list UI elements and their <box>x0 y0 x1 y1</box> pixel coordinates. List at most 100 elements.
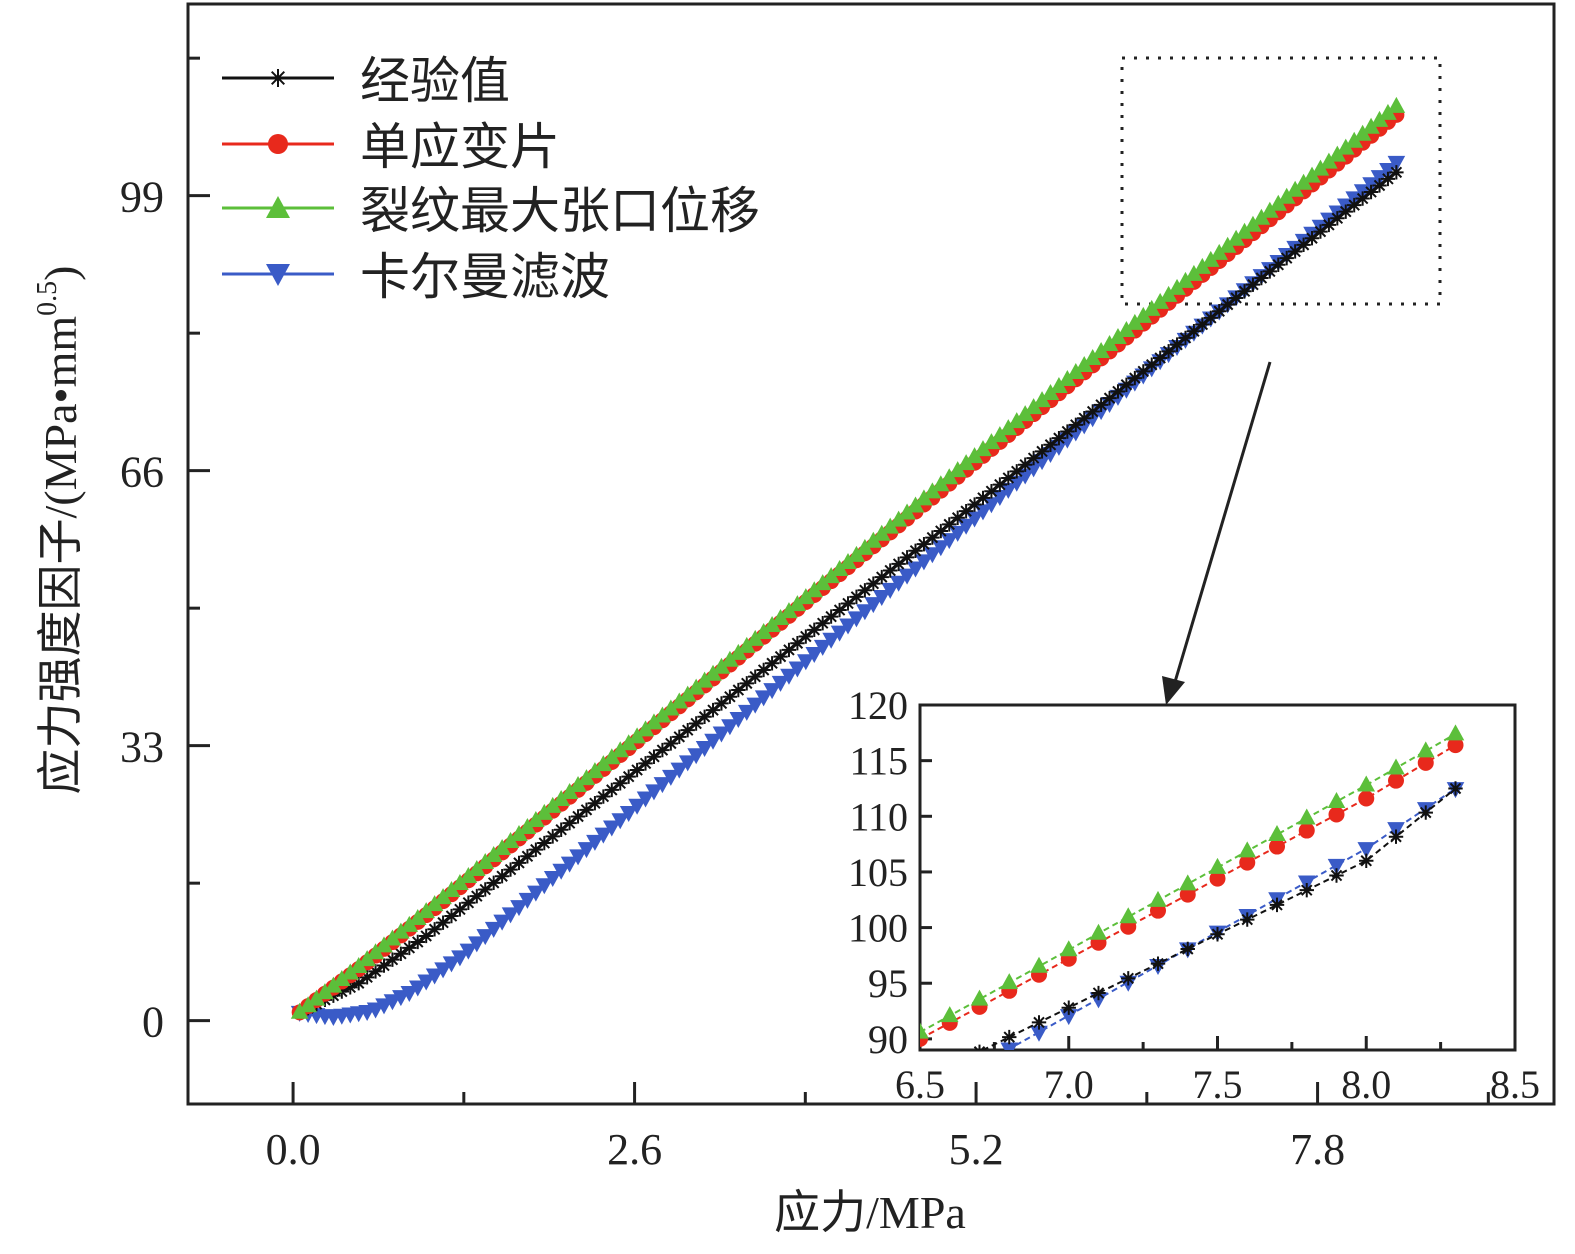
point-crack-opening-17 <box>434 888 452 905</box>
point-crack-opening-112 <box>1235 222 1254 239</box>
point-empirical-86 <box>1017 457 1033 472</box>
point-crack-opening-27 <box>518 817 537 834</box>
point-empirical-35 <box>587 795 603 811</box>
point-crack-opening-3 <box>316 983 334 1000</box>
point-crack-opening-90 <box>1050 377 1068 394</box>
zoom-arrow-head <box>1162 676 1185 705</box>
point-crack-opening-106 <box>1185 264 1203 281</box>
point-empirical-38 <box>613 776 628 791</box>
inset-x-tick-label-4: 8.5 <box>1490 1062 1540 1107</box>
point-empirical-127 <box>1363 184 1379 200</box>
legend-label-single-strain-gauge: 单应变片 <box>360 119 560 175</box>
point-empirical-68 <box>866 576 881 591</box>
inset-plot-area <box>920 724 1465 1050</box>
point-crack-opening-122 <box>1320 152 1338 169</box>
inset-point-empirical-13 <box>1299 882 1314 898</box>
point-kalman-38 <box>611 813 630 830</box>
point-crack-opening-70 <box>881 517 899 534</box>
inset-point-crack-opening-4 <box>1030 956 1048 973</box>
point-kalman-74 <box>915 554 933 571</box>
inset-point-crack-opening-15 <box>1357 775 1376 792</box>
point-crack-opening-0 <box>290 1002 309 1019</box>
point-crack-opening-10 <box>375 936 393 953</box>
point-empirical-70 <box>882 563 898 578</box>
point-crack-opening-9 <box>366 943 385 960</box>
point-crack-opening-114 <box>1252 208 1271 225</box>
point-kalman-71 <box>889 575 908 592</box>
point-kalman-37 <box>602 820 621 837</box>
point-kalman-32 <box>560 856 579 873</box>
axis-ticks: 0.0 2.6 5.2 7.8 0 33 66 99 <box>120 56 1490 1174</box>
point-empirical-87 <box>1026 450 1041 466</box>
point-crack-opening-25 <box>501 831 520 848</box>
point-crack-opening-51 <box>721 650 739 667</box>
legend-marker-crack-opening <box>266 196 290 218</box>
inset-series-layer <box>920 724 1465 1050</box>
point-crack-opening-13 <box>400 915 419 932</box>
point-empirical-95 <box>1093 397 1109 413</box>
point-kalman-28 <box>527 885 545 902</box>
inset-point-crack-opening-13 <box>1297 808 1316 825</box>
point-kalman-27 <box>518 892 537 909</box>
point-crack-opening-22 <box>476 853 495 870</box>
x-tick-label-0: 0.0 <box>266 1125 321 1174</box>
point-empirical-17 <box>435 915 451 930</box>
point-crack-opening-72 <box>898 503 916 520</box>
point-empirical-81 <box>975 490 991 506</box>
point-crack-opening-36 <box>594 755 613 772</box>
point-kalman-43 <box>653 777 672 794</box>
point-empirical-12 <box>393 946 409 961</box>
legend-label-kalman: 卡尔曼滤波 <box>360 249 610 305</box>
point-crack-opening-86 <box>1016 405 1034 422</box>
point-crack-opening-82 <box>982 433 1001 450</box>
point-empirical-67 <box>857 583 873 598</box>
point-kalman-60 <box>797 654 815 671</box>
point-crack-opening-130 <box>1387 96 1406 113</box>
inset-y-tick-label-6: 120 <box>848 683 908 728</box>
inset-point-crack-opening-17 <box>1416 741 1435 758</box>
point-kalman-30 <box>543 871 562 888</box>
point-empirical-51 <box>722 689 738 704</box>
point-kalman-69 <box>872 590 891 607</box>
point-empirical-61 <box>807 622 822 638</box>
point-kalman-20 <box>459 943 478 960</box>
point-crack-opening-56 <box>763 615 781 632</box>
point-kalman-31 <box>552 863 570 880</box>
point-kalman-48 <box>695 740 714 757</box>
point-empirical-83 <box>992 477 1008 492</box>
point-kalman-65 <box>839 618 857 635</box>
point-crack-opening-47 <box>687 678 705 695</box>
inset-point-single-strain-gauge-14 <box>1328 806 1345 823</box>
inset-point-crack-opening-3 <box>1000 973 1019 990</box>
point-kalman-18 <box>442 956 461 973</box>
point-empirical-13 <box>402 940 417 956</box>
x-tick-label-3: 7.8 <box>1290 1125 1345 1174</box>
point-empirical-55 <box>756 662 771 678</box>
zoom-region-box <box>1120 56 1442 306</box>
point-kalman-40 <box>628 798 646 815</box>
point-empirical-6 <box>343 980 358 995</box>
point-crack-opening-29 <box>535 803 554 820</box>
point-empirical-34 <box>579 802 594 818</box>
point-crack-opening-49 <box>704 664 722 681</box>
point-kalman-85 <box>1007 475 1026 492</box>
point-kalman-42 <box>645 784 663 801</box>
point-empirical-99 <box>1127 370 1143 386</box>
inset-point-empirical-15 <box>1359 853 1374 869</box>
point-empirical-65 <box>840 596 856 611</box>
legend-label-crack-opening: 裂纹最大张口位移 <box>360 183 760 239</box>
y-axis-title-superscript: 0.5 <box>32 281 63 316</box>
inset-point-empirical-9 <box>1180 941 1195 957</box>
inset-point-single-strain-gauge-13 <box>1298 822 1315 839</box>
point-kalman-34 <box>577 842 596 859</box>
x-tick-label-1: 2.6 <box>607 1125 662 1174</box>
point-empirical-5 <box>334 984 350 999</box>
inset-point-crack-opening-9 <box>1178 874 1197 891</box>
point-empirical-52 <box>731 682 746 698</box>
point-kalman-35 <box>586 834 604 851</box>
point-crack-opening-54 <box>746 629 765 646</box>
inset-point-single-strain-gauge-17 <box>1417 754 1434 771</box>
point-empirical-80 <box>967 497 982 512</box>
